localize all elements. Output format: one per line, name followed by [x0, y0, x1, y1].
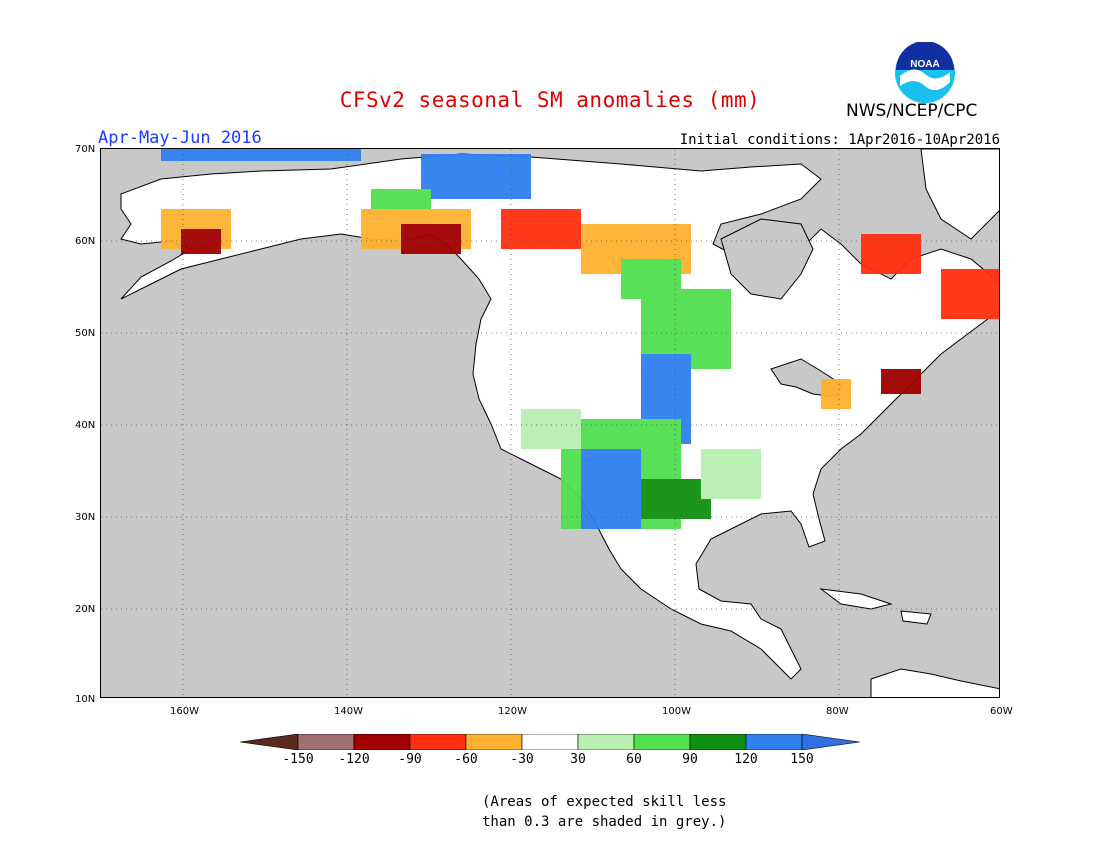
skill-footnote: (Areas of expected skill less than 0.3 a…: [482, 792, 726, 832]
colorbar-label-m60: -60: [454, 752, 478, 767]
lat-label-20n: 20N: [75, 604, 96, 615]
colorbar-bin-7: [633, 734, 691, 750]
colorbar-bin-8: [689, 734, 747, 750]
colorbar-label-m30: -30: [510, 752, 534, 767]
hudson-bay: [720, 218, 814, 300]
lon-label-160w: 160W: [170, 706, 199, 717]
chart-title: CFSv2 seasonal SM anomalies (mm): [339, 88, 761, 112]
map-canvas: [101, 149, 999, 697]
colorbar-bin-4: [465, 734, 523, 750]
agency-label: NWS/NCEP/CPC: [846, 101, 978, 121]
colorbar-label-30: 30: [570, 752, 586, 767]
colorbar-label-150: 150: [790, 752, 814, 767]
footnote-line-1: (Areas of expected skill less: [482, 794, 727, 810]
lat-label-50n: 50N: [75, 328, 96, 339]
lon-label-80w: 80W: [826, 706, 849, 717]
colorbar-label-90: 90: [682, 752, 698, 767]
greenland-landmass: [920, 149, 999, 240]
lat-label-70n: 70N: [75, 144, 96, 155]
hispaniola: [900, 610, 932, 625]
colorbar: [240, 734, 861, 750]
colorbar-arrow-low: [240, 734, 299, 750]
colorbar-label-m150: -150: [282, 752, 314, 767]
lat-label-40n: 40N: [75, 420, 96, 431]
lat-label-30n: 30N: [75, 512, 96, 523]
lat-label-60n: 60N: [75, 236, 96, 247]
lon-label-120w: 120W: [498, 706, 527, 717]
colorbar-label-m120: -120: [338, 752, 370, 767]
lon-label-60w: 60W: [990, 706, 1013, 717]
lon-label-140w: 140W: [334, 706, 363, 717]
lat-label-10n: 10N: [75, 694, 96, 705]
initial-conditions-label: Initial conditions: 1Apr2016-10Apr2016: [679, 132, 1000, 148]
cuba: [819, 588, 893, 610]
season-label: Apr-May-Jun 2016: [98, 128, 262, 148]
colorbar-label-m90: -90: [398, 752, 422, 767]
lon-label-100w: 100W: [662, 706, 691, 717]
colorbar-arrow-high: [801, 734, 861, 750]
graticule: [101, 149, 999, 697]
colorbar-label-60: 60: [626, 752, 642, 767]
colorbar-bin-3: [409, 734, 467, 750]
anomaly-map: [100, 148, 1000, 698]
south-america-landmass: [870, 668, 999, 697]
colorbar-bin-9: [745, 734, 803, 750]
colorbar-bin-6: [577, 734, 635, 750]
noaa-logo: NOAA: [895, 42, 955, 103]
anomaly-shading: [161, 149, 999, 529]
colorbar-bin-1: [297, 734, 355, 750]
colorbar-bin-5: [521, 734, 579, 750]
footnote-line-2: than 0.3 are shaded in grey.): [482, 814, 727, 830]
logo-text: NOAA: [910, 59, 939, 70]
colorbar-label-120: 120: [734, 752, 758, 767]
colorbar-bin-2: [353, 734, 411, 750]
